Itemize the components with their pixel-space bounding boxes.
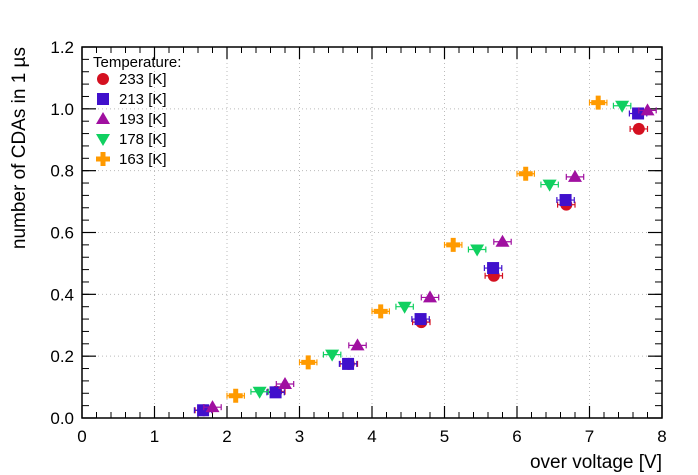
x-tick-label: 4 — [367, 427, 376, 446]
legend-marker — [96, 152, 110, 166]
data-point — [446, 237, 461, 252]
legend-marker — [97, 93, 109, 105]
legend-label: 193 [K] — [119, 111, 167, 128]
data-point — [470, 244, 485, 257]
data-point — [269, 386, 282, 399]
data-point — [487, 262, 500, 275]
series-213 — [193, 107, 648, 417]
tick-labels: 0 1 2 3 4 5 6 7 8 0.0 0.2 0.4 0.6 0.8 1.0 1.2 — [50, 38, 666, 446]
y-tick-label: 0.8 — [50, 162, 74, 181]
series-233 — [194, 122, 649, 417]
legend-marker — [96, 134, 110, 146]
legend-label: 233 [K] — [119, 71, 167, 88]
x-axis-label: over voltage [V] — [530, 452, 662, 473]
data-point — [228, 388, 243, 403]
data-point — [632, 122, 645, 135]
legend-marker — [96, 112, 110, 124]
x-tick-label: 5 — [440, 427, 449, 446]
data-point — [414, 313, 427, 326]
y-tick-label: 0.2 — [50, 347, 74, 366]
data-point — [542, 179, 557, 192]
series-178 — [250, 100, 632, 399]
legend-label: 178 [K] — [119, 131, 167, 148]
data-point — [252, 386, 267, 399]
x-tick-label: 0 — [77, 427, 86, 446]
y-tick-label: 0.4 — [50, 285, 74, 304]
data-point — [495, 234, 510, 247]
data-point — [342, 357, 355, 370]
data-point — [568, 169, 582, 182]
x-tick-label: 7 — [585, 427, 594, 446]
data-point — [278, 376, 292, 389]
legend-label: 213 [K] — [119, 91, 167, 108]
data-point — [640, 103, 655, 116]
x-tick-label: 2 — [222, 427, 231, 446]
series-163 — [226, 95, 608, 403]
data-point — [350, 338, 365, 351]
data-point — [397, 301, 412, 314]
data-point — [325, 349, 340, 362]
y-tick-label: 1.0 — [50, 100, 74, 119]
y-tick-label: 0.6 — [50, 224, 74, 243]
data-point — [559, 194, 572, 207]
data-point — [373, 304, 388, 319]
y-tick-label: 1.2 — [50, 38, 74, 57]
data-point — [301, 355, 316, 370]
data-point — [615, 100, 630, 113]
legend-marker — [97, 73, 109, 85]
y-axis-label: number of CDAs in 1 µs — [9, 47, 30, 249]
plot-frame — [81, 46, 663, 419]
series-193 — [203, 103, 657, 413]
legend-label: 163 [K] — [119, 151, 167, 168]
data-point — [423, 290, 437, 303]
data-point — [591, 95, 606, 110]
legend-title: Temperature: — [93, 54, 181, 71]
data-point — [205, 400, 220, 413]
x-tick-label: 3 — [295, 427, 304, 446]
legend: Temperature: 233 [K] 213 [K] 193 [K] 178 [K… — [93, 54, 181, 168]
x-tick-label: 6 — [512, 427, 521, 446]
x-tick-label: 8 — [657, 427, 666, 446]
data-points — [193, 95, 657, 417]
x-tick-label: 1 — [150, 427, 159, 446]
y-tick-label: 0.0 — [50, 409, 74, 428]
grid-lines — [82, 47, 662, 418]
data-point — [518, 166, 533, 181]
